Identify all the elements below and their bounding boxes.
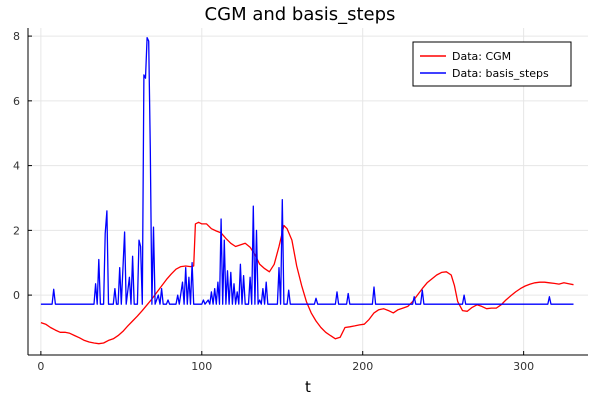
series-line-cgm [40, 221, 574, 345]
series [40, 37, 574, 345]
legend-box [412, 41, 572, 87]
x-tick-label: 300 [513, 360, 534, 373]
y-tick-label: 6 [13, 95, 20, 108]
series-line-basis-steps [40, 37, 574, 305]
chart-title: CGM and basis_steps [205, 4, 396, 25]
legend-label-cgm: Data: CGM [452, 50, 511, 63]
x-tick-label: 0 [37, 360, 44, 373]
x-tick-label: 100 [191, 360, 212, 373]
y-tick-label: 0 [13, 289, 20, 302]
y-tick-label: 8 [13, 30, 20, 43]
legend: Data: CGM Data: basis_steps [412, 41, 572, 87]
y-tick-label: 4 [13, 160, 20, 173]
ticks: 0 100 200 300 0 2 4 6 8 [13, 30, 534, 373]
axes [27, 28, 588, 356]
x-axis-label: t [305, 378, 311, 396]
y-tick-label: 2 [13, 224, 20, 237]
legend-label-basis-steps: Data: basis_steps [452, 67, 549, 80]
x-tick-label: 200 [352, 360, 373, 373]
